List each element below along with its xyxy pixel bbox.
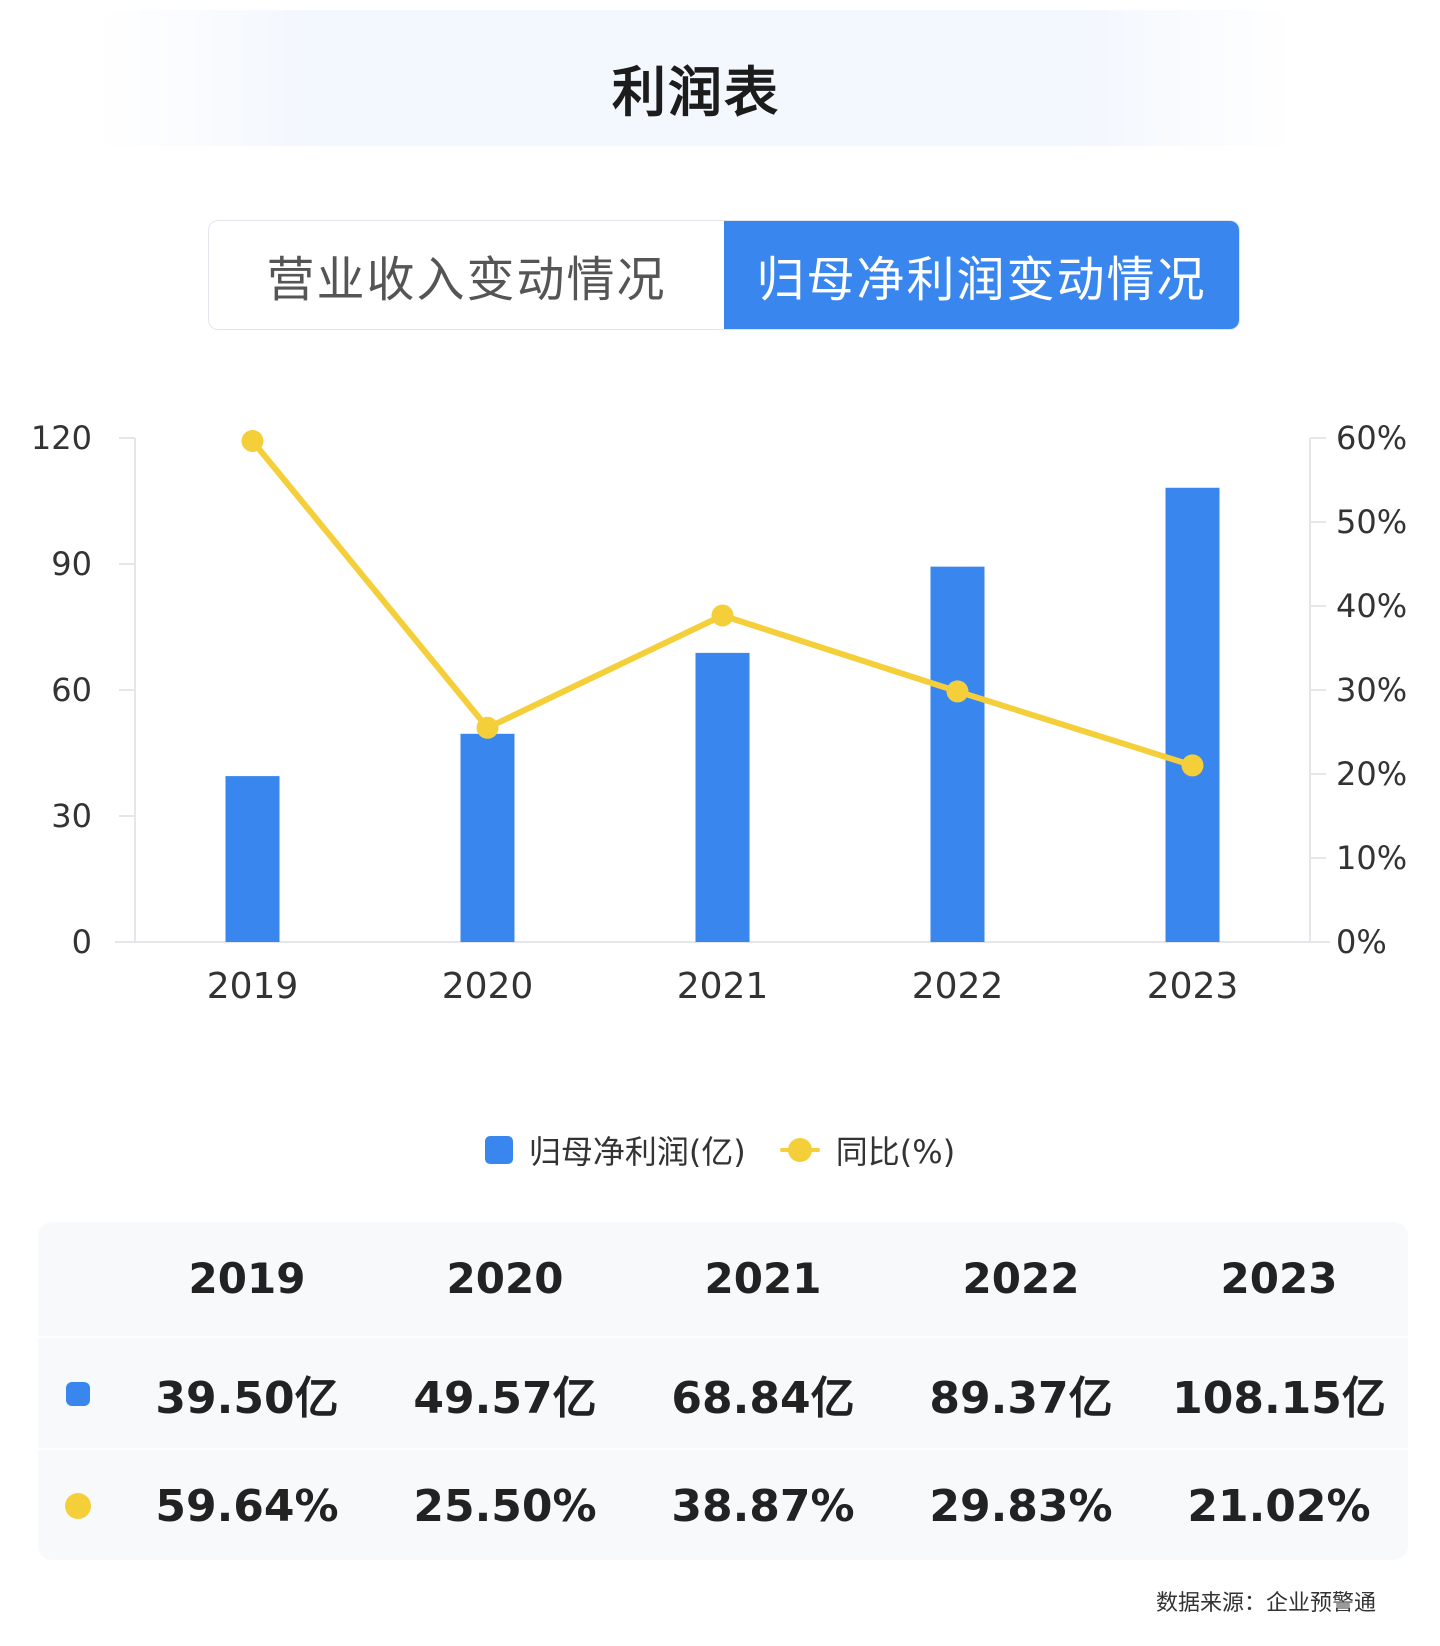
bar-net-profit <box>1165 487 1220 942</box>
y-left-tick-label: 0 <box>72 923 92 961</box>
yoy-point <box>711 604 734 627</box>
table-cell-yoy: 21.02% <box>1187 1480 1371 1532</box>
legend-label-yoy: 同比(%) <box>835 1133 956 1171</box>
table-cell-profit: 108.15亿 <box>1172 1373 1386 1424</box>
profit-chart: 0 30 60 90 120 0% 10% 20% 30% 40% 50% 60% 2019 2020 20… <box>31 419 1407 1007</box>
x-tick-label: 2021 <box>677 966 769 1007</box>
table-cell-yoy: 59.64% <box>155 1480 339 1532</box>
table-cell-profit: 89.37亿 <box>929 1373 1113 1424</box>
x-tick-label: 2023 <box>1147 966 1239 1007</box>
y-left-tick-label: 30 <box>51 797 92 835</box>
y-right-tick-label: 60% <box>1336 419 1407 457</box>
table-cell-profit: 68.84亿 <box>671 1373 855 1424</box>
table-header-row: 2019 2020 2021 2022 2023 <box>38 1222 1408 1334</box>
data-source-note: 数据来源：企业预警通 <box>1155 1591 1376 1616</box>
bar-net-profit <box>695 652 750 942</box>
table-cell-yoy: 25.50% <box>413 1480 597 1532</box>
y-right-tick-label: 10% <box>1336 839 1407 877</box>
y-left-tick-label: 120 <box>31 419 92 457</box>
legend-label-profit: 归母净利润(亿) <box>528 1133 746 1171</box>
yoy-point <box>241 430 264 453</box>
y-right-tick-label: 0% <box>1336 923 1387 961</box>
y-right-tick-label: 50% <box>1336 503 1407 541</box>
legend-line-swatch <box>779 1136 820 1164</box>
table-cell-profit: 49.57亿 <box>413 1373 597 1424</box>
chart-legend: 归母净利润(亿) 同比(%) <box>0 1125 1440 1175</box>
y-left-tick-label: 60 <box>51 671 92 709</box>
legend-bar-swatch <box>484 1136 513 1164</box>
table-header-year: 2021 <box>704 1253 822 1303</box>
table-row-yoy: 59.64% 25.50% 38.87% 29.83% 21.02% <box>38 1448 1408 1560</box>
title-band: 利润表 <box>96 10 1296 146</box>
y-right-tick-label: 20% <box>1336 755 1407 793</box>
table-row-profit: 39.50亿 49.57亿 68.84亿 89.37亿 108.15亿 <box>38 1336 1408 1450</box>
page-title: 利润表 <box>612 61 780 124</box>
table-header-year: 2023 <box>1220 1253 1338 1303</box>
table-header-year: 2022 <box>962 1253 1080 1303</box>
bar-net-profit <box>460 733 515 942</box>
bar-net-profit <box>930 566 985 942</box>
table-cell-yoy: 38.87% <box>671 1480 855 1532</box>
tab-bar: 营业收入变动情况 归母净利润变动情况 <box>208 220 1240 330</box>
tab-net-profit-change[interactable]: 归母净利润变动情况 <box>724 221 1239 329</box>
table-cell-profit: 39.50亿 <box>155 1373 339 1424</box>
y-left-tick-label: 90 <box>51 545 92 583</box>
table-header-year: 2020 <box>446 1253 564 1303</box>
table-header-year: 2019 <box>188 1253 306 1303</box>
yoy-point <box>476 716 499 739</box>
profit-square-icon <box>66 1382 90 1406</box>
data-table: 2019 2020 2021 2022 2023 39.50亿 49.57亿 6… <box>38 1222 1408 1560</box>
x-tick-label: 2022 <box>912 966 1004 1007</box>
y-right-tick-label: 40% <box>1336 587 1407 625</box>
legend-item-profit[interactable]: 归母净利润(亿) <box>484 1127 746 1173</box>
legend-item-yoy[interactable]: 同比(%) <box>779 1127 956 1173</box>
yoy-circle-icon <box>65 1493 91 1519</box>
bar-net-profit <box>225 776 280 942</box>
table-cell-yoy: 29.83% <box>929 1480 1113 1532</box>
yoy-point <box>946 680 969 703</box>
y-right-tick-label: 30% <box>1336 671 1407 709</box>
yoy-point <box>1181 754 1204 777</box>
x-tick-label: 2020 <box>442 966 534 1007</box>
tab-revenue-change[interactable]: 营业收入变动情况 <box>266 252 667 308</box>
x-tick-label: 2019 <box>207 966 299 1007</box>
